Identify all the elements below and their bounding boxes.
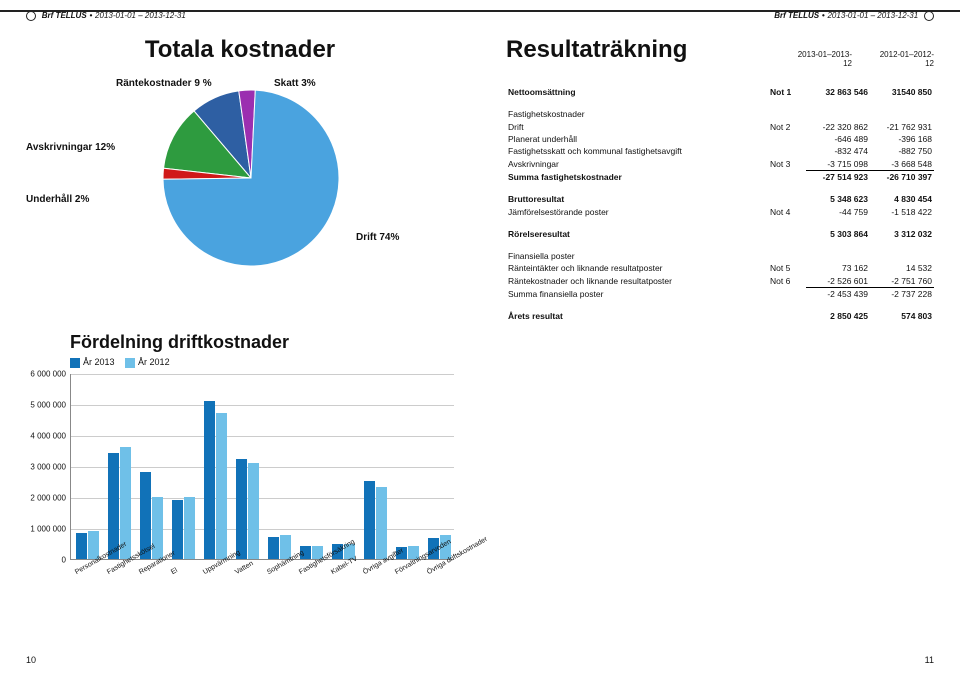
pie-label-rantekost: Räntekostnader 9 % (116, 78, 212, 89)
y-tick: 6 000 000 (30, 369, 66, 378)
bar-2012 (376, 487, 387, 558)
bar-chart: 0 1 000 000 2 000 000 3 000 000 4 000 000 5 0… (26, 374, 454, 604)
bar-2012 (248, 463, 259, 559)
bar-2013 (108, 453, 119, 558)
table-row: Jämförelsestörande posterNot 4-44 759-1 … (506, 206, 934, 218)
legend-a: År 2013 (83, 357, 115, 367)
pie-label-avskrivningar: Avskrivningar 12% (26, 142, 115, 153)
col-2012: 2012-01–2012-12 (872, 50, 934, 68)
bar-2012 (216, 413, 227, 559)
bar-2013 (172, 500, 183, 559)
table-row: Summa finansiella poster-2 453 439-2 737… (506, 288, 934, 301)
column-headers: 2013-01–2013-12 2012-01–2012-12 (790, 50, 934, 68)
income-statement-table: NettoomsättningNot 132 863 54631540 850 F… (506, 86, 934, 323)
y-axis: 01 000 0002 000 0003 000 0004 000 0005 0… (26, 374, 70, 560)
page-left: Brf TELLUS • 2013-01-01 – 2013-12-31 Tot… (0, 0, 480, 673)
header-period-r: 2013-01-01 – 2013-12-31 (827, 11, 918, 20)
bar-legend: År 2013 År 2012 (70, 357, 454, 368)
pie-label-drift: Drift 74% (356, 232, 399, 243)
logo-icon-r (924, 11, 934, 21)
y-tick: 4 000 000 (30, 431, 66, 440)
header-period: 2013-01-01 – 2013-12-31 (95, 11, 186, 20)
page-right: Brf TELLUS • 2013-01-01 – 2013-12-31 Res… (480, 0, 960, 673)
pie-svg (161, 88, 341, 268)
legend-swatch-b (125, 358, 135, 368)
left-title: Totala kostnader (26, 36, 454, 64)
legend-b: År 2012 (138, 357, 170, 367)
page-number-right: 11 (925, 655, 934, 665)
table-row: AvskrivningarNot 3-3 715 098-3 668 548 (506, 158, 934, 171)
bar-2012 (88, 531, 99, 559)
header-brand-r: Brf TELLUS (774, 11, 819, 20)
y-tick: 3 000 000 (30, 462, 66, 471)
right-heading: Resultaträkning 2013-01–2013-12 2012-01–… (506, 36, 934, 68)
pie-chart: Avskrivningar 12% Underhåll 2% Räntekost… (26, 82, 454, 312)
y-tick: 0 (62, 555, 66, 564)
bar-2013 (268, 537, 279, 559)
bar-2013 (364, 481, 375, 559)
table-row: Fastighetskostnader (506, 108, 934, 120)
logo-icon (26, 11, 36, 21)
pie-label-underhall: Underhåll 2% (26, 194, 89, 205)
right-title: Resultaträkning (506, 36, 687, 64)
table-row: Planerat underhåll-646 489-396 168 (506, 133, 934, 145)
header-left: Brf TELLUS • 2013-01-01 – 2013-12-31 (26, 10, 454, 24)
table-row: Finansiella poster (506, 250, 934, 262)
legend-swatch-a (70, 358, 80, 368)
bar-2013 (76, 533, 87, 558)
table-row: DriftNot 2-22 320 862-21 762 931 (506, 121, 934, 133)
table-row: Rörelseresultat5 303 8643 312 032 (506, 228, 934, 240)
header-brand: Brf TELLUS (42, 11, 87, 20)
table-body: NettoomsättningNot 132 863 54631540 850 F… (506, 86, 934, 323)
table-row: Fastighetsskatt och kommunal fastighetsa… (506, 145, 934, 157)
page-number-left: 10 (26, 655, 36, 665)
col-2013: 2013-01–2013-12 (790, 50, 852, 68)
bar-2013 (236, 459, 247, 558)
bar-2013 (204, 401, 215, 559)
table-row: Räntekostnader och liknande resultatpost… (506, 275, 934, 288)
header-right: Brf TELLUS • 2013-01-01 – 2013-12-31 (506, 10, 934, 24)
table-row: Ränteintäkter och liknande resultatposte… (506, 262, 934, 274)
table-row: Årets resultat2 850 425574 803 (506, 310, 934, 322)
bar-title: Fördelning driftkostnader (70, 332, 454, 353)
y-tick: 5 000 000 (30, 400, 66, 409)
table-row: Bruttoresultat5 348 6234 830 454 (506, 193, 934, 205)
y-tick: 1 000 000 (30, 524, 66, 533)
x-label: El (170, 567, 179, 576)
table-row: Summa fastighetskostnader-27 514 923-26 … (506, 170, 934, 183)
x-axis: PersonalkostnaderFastighetsskötselRepara… (70, 562, 454, 604)
table-row: NettoomsättningNot 132 863 54631540 850 (506, 86, 934, 98)
pie-label-skatt: Skatt 3% (274, 78, 316, 89)
bar-2012 (184, 497, 195, 559)
bar-plot (70, 374, 454, 560)
y-tick: 2 000 000 (30, 493, 66, 502)
x-label: Vatten (234, 560, 255, 576)
